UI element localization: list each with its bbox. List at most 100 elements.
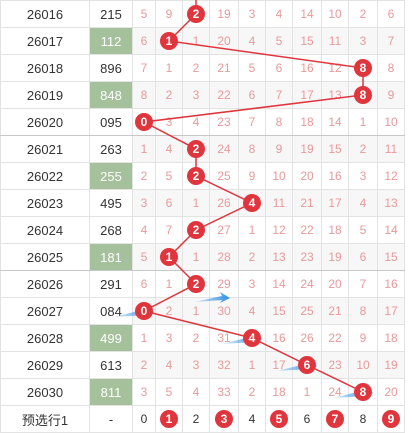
digit-7-miss-cell: 20 <box>321 270 349 298</box>
digit-4-miss-cell: 1 <box>238 351 266 379</box>
digit-6-miss-cell: 26 <box>292 324 322 352</box>
digit-1-miss-cell: 3 <box>155 324 183 352</box>
digit-3-miss-cell: 33 <box>209 378 239 406</box>
digit-2-miss-cell: 1 <box>182 243 210 271</box>
digit-6-miss-cell: 17 <box>292 81 322 109</box>
table-row: 26021 263 1 4 24 8 9 19 15 2 11 <box>0 135 405 163</box>
digit-6-miss-cell: 22 <box>292 216 322 244</box>
digit-label: 0 <box>140 412 148 426</box>
digit-9-miss-cell: 17 <box>377 297 405 325</box>
digit-8-miss-cell: 1 <box>348 108 378 136</box>
draw-value-cell: 291 <box>89 270 133 298</box>
digit-0-miss-cell: 3 <box>132 189 156 217</box>
digit-5-miss-cell: 9 <box>265 135 293 163</box>
digit-5-miss-cell: 15 <box>265 297 293 325</box>
digit-4-miss-cell: 4 <box>238 297 266 325</box>
digit-6-miss-cell: 16 <box>292 54 322 82</box>
issue-number-cell: 26016 <box>0 0 90 28</box>
digit-5-miss-cell: 14 <box>265 270 293 298</box>
digit-5-miss-cell: 10 <box>265 162 293 190</box>
digit-6-miss-cell: 19 <box>292 135 322 163</box>
digit-label: 4 <box>248 412 256 426</box>
digit-2-miss-cell: 1 <box>182 297 210 325</box>
digit-5-miss-cell: 4 <box>265 0 293 28</box>
digit-4-miss-cell: 3 <box>238 0 266 28</box>
preselect-digit-5-toggle[interactable]: 5 <box>265 405 293 433</box>
digit-9-miss-cell: 14 <box>377 216 405 244</box>
selected-digit-ball: 5 <box>270 410 288 428</box>
digit-9-miss-cell: 7 <box>377 27 405 55</box>
digit-7-miss-cell: 13 <box>321 81 349 109</box>
digit-0-miss-cell: 2 <box>132 162 156 190</box>
digit-8-miss-cell <box>348 54 378 82</box>
preselect-digit-3-toggle[interactable]: 3 <box>209 405 239 433</box>
draw-value-cell: 499 <box>89 324 133 352</box>
digit-1-miss-cell: 5 <box>155 162 183 190</box>
preselect-value: - <box>89 405 133 433</box>
digit-3-miss-cell: 23 <box>209 108 239 136</box>
digit-1-miss-cell: 3 <box>155 108 183 136</box>
digit-6-miss-cell: 23 <box>292 243 322 271</box>
selected-digit-ball: 9 <box>382 410 400 428</box>
digit-2-miss-cell: 4 <box>182 108 210 136</box>
digit-6-miss-cell: 15 <box>292 27 322 55</box>
digit-5-miss-cell: 11 <box>265 189 293 217</box>
digit-2-miss-cell: 2 <box>182 324 210 352</box>
digit-3-miss-cell: 21 <box>209 54 239 82</box>
digit-2-miss-cell: 1 <box>182 27 210 55</box>
digit-5-miss-cell: 13 <box>265 243 293 271</box>
preselect-digit-6-toggle[interactable]: 6 <box>292 405 322 433</box>
digit-4-miss-cell: 4 <box>238 27 266 55</box>
draw-value-cell: 268 <box>89 216 133 244</box>
digit-7-miss-cell: 19 <box>321 243 349 271</box>
digit-6-miss-cell: 20 <box>292 162 322 190</box>
preselect-digit-2-toggle[interactable]: 2 <box>182 405 210 433</box>
issue-number-cell: 26030 <box>0 378 90 406</box>
digit-9-miss-cell: 10 <box>377 108 405 136</box>
draw-value-cell: 848 <box>89 81 133 109</box>
digit-8-miss-cell: 2 <box>348 0 378 28</box>
preselect-digit-7-toggle[interactable]: 7 <box>321 405 349 433</box>
preselect-digit-4-toggle[interactable]: 4 <box>238 405 266 433</box>
digit-1-miss-cell: 4 <box>155 351 183 379</box>
digit-4-miss-cell: 5 <box>238 54 266 82</box>
digit-4-miss-cell: 8 <box>238 135 266 163</box>
preselect-digit-0-toggle[interactable]: 0 <box>132 405 156 433</box>
draw-value-cell: 613 <box>89 351 133 379</box>
digit-8-miss-cell: 9 <box>348 324 378 352</box>
preselect-row: 预选行1-0 1 2 3 4 5 6 7 8 9 <box>0 405 405 433</box>
digit-2-miss-cell <box>182 135 210 163</box>
digit-1-miss-cell <box>155 27 183 55</box>
preselect-digit-1-toggle[interactable]: 1 <box>155 405 183 433</box>
digit-7-miss-cell: 14 <box>321 108 349 136</box>
preselect-digit-8-toggle[interactable]: 8 <box>348 405 378 433</box>
preselect-digit-9-toggle[interactable]: 9 <box>377 405 405 433</box>
digit-4-miss-cell: 3 <box>238 270 266 298</box>
digit-8-miss-cell: 10 <box>348 351 378 379</box>
digit-4-miss-cell: 2 <box>238 378 266 406</box>
draw-value-cell: 495 <box>89 189 133 217</box>
issue-number-cell: 26027 <box>0 297 90 325</box>
digit-3-miss-cell: 20 <box>209 27 239 55</box>
digit-label: 8 <box>359 412 367 426</box>
digit-1-miss-cell: 2 <box>155 81 183 109</box>
draw-value-cell: 215 <box>89 0 133 28</box>
digit-1-miss-cell: 5 <box>155 378 183 406</box>
digit-9-miss-cell: 19 <box>377 351 405 379</box>
table-row: 26027 084 2 1 30 4 15 25 21 8 17 <box>0 297 405 325</box>
digit-0-miss-cell: 4 <box>132 216 156 244</box>
digit-1-miss-cell: 9 <box>155 0 183 28</box>
digit-3-miss-cell: 31 <box>209 324 239 352</box>
issue-number-cell: 26026 <box>0 270 90 298</box>
digit-7-miss-cell: 10 <box>321 0 349 28</box>
digit-label: 6 <box>303 412 311 426</box>
table-row: 26016 215 5 9 19 3 4 14 10 2 6 <box>0 0 405 28</box>
digit-5-miss-cell: 17 <box>265 351 293 379</box>
digit-9-miss-cell: 20 <box>377 378 405 406</box>
digit-7-miss-cell: 21 <box>321 297 349 325</box>
digit-2-miss-cell <box>182 216 210 244</box>
digit-7-miss-cell: 22 <box>321 324 349 352</box>
digit-9-miss-cell: 6 <box>377 0 405 28</box>
